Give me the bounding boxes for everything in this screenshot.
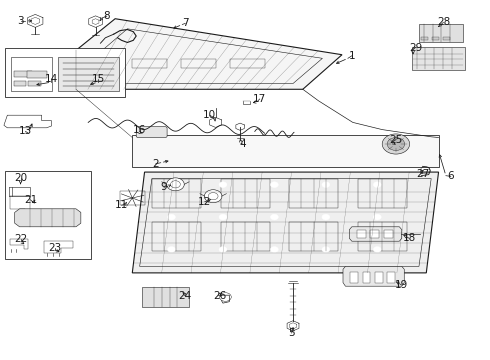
Circle shape bbox=[270, 214, 278, 220]
Text: 4: 4 bbox=[239, 139, 246, 149]
Polygon shape bbox=[15, 209, 81, 227]
Bar bbox=[14, 71, 32, 77]
Text: 1: 1 bbox=[348, 51, 355, 61]
Polygon shape bbox=[343, 266, 404, 286]
Circle shape bbox=[373, 247, 381, 252]
Bar bbox=[375, 272, 383, 283]
Circle shape bbox=[373, 182, 381, 188]
Text: 3: 3 bbox=[17, 16, 24, 26]
Text: 28: 28 bbox=[437, 17, 450, 27]
Text: 6: 6 bbox=[447, 171, 454, 181]
Circle shape bbox=[322, 214, 330, 220]
Circle shape bbox=[270, 182, 278, 188]
Text: 9: 9 bbox=[161, 182, 168, 192]
Bar bbox=[412, 47, 465, 70]
Text: 5: 5 bbox=[288, 328, 295, 338]
Circle shape bbox=[168, 247, 175, 252]
Text: 17: 17 bbox=[253, 94, 267, 104]
Bar bbox=[230, 59, 265, 68]
Bar bbox=[363, 272, 370, 283]
Bar bbox=[142, 287, 189, 307]
Text: 7: 7 bbox=[182, 18, 189, 28]
Circle shape bbox=[387, 138, 405, 150]
Bar bbox=[387, 272, 395, 283]
Circle shape bbox=[204, 190, 222, 203]
Circle shape bbox=[219, 182, 227, 188]
Bar bbox=[357, 230, 366, 238]
Text: 8: 8 bbox=[103, 11, 110, 21]
Text: 27: 27 bbox=[416, 168, 429, 179]
Text: 20: 20 bbox=[14, 173, 27, 183]
Text: 26: 26 bbox=[213, 291, 226, 301]
Text: 12: 12 bbox=[198, 197, 212, 207]
Bar bbox=[132, 59, 167, 68]
Bar bbox=[11, 57, 52, 91]
Bar bbox=[120, 191, 145, 205]
Bar bbox=[443, 37, 450, 40]
Bar bbox=[220, 179, 270, 208]
Text: 29: 29 bbox=[409, 42, 422, 53]
Circle shape bbox=[382, 134, 410, 154]
Text: 14: 14 bbox=[45, 74, 58, 84]
Bar bbox=[370, 230, 379, 238]
Text: 21: 21 bbox=[24, 195, 37, 205]
Polygon shape bbox=[132, 172, 439, 273]
Text: 13: 13 bbox=[19, 126, 32, 136]
Bar bbox=[5, 48, 125, 97]
Bar bbox=[419, 24, 463, 42]
Bar bbox=[421, 37, 428, 40]
Circle shape bbox=[270, 247, 278, 252]
Polygon shape bbox=[132, 135, 439, 167]
Text: 19: 19 bbox=[395, 280, 409, 290]
Bar bbox=[358, 179, 407, 208]
Circle shape bbox=[219, 247, 227, 252]
Bar bbox=[152, 222, 201, 251]
Circle shape bbox=[168, 182, 175, 188]
Bar bbox=[220, 222, 270, 251]
Bar bbox=[289, 222, 338, 251]
Text: 23: 23 bbox=[48, 243, 62, 253]
Text: 11: 11 bbox=[115, 200, 128, 210]
Bar bbox=[28, 81, 41, 86]
Text: 18: 18 bbox=[402, 233, 416, 243]
Bar bbox=[14, 81, 26, 86]
Text: 15: 15 bbox=[91, 74, 105, 84]
Bar bbox=[152, 179, 201, 208]
Bar bbox=[181, 59, 216, 68]
Bar bbox=[58, 57, 119, 91]
Bar bbox=[5, 171, 91, 259]
Bar bbox=[384, 230, 393, 238]
Circle shape bbox=[322, 247, 330, 252]
FancyBboxPatch shape bbox=[136, 127, 167, 138]
Text: 2: 2 bbox=[152, 159, 159, 169]
Text: 10: 10 bbox=[203, 110, 216, 120]
Circle shape bbox=[168, 214, 175, 220]
Bar bbox=[27, 71, 47, 78]
Circle shape bbox=[322, 182, 330, 188]
Bar bbox=[432, 37, 439, 40]
Bar bbox=[350, 272, 358, 283]
Text: 22: 22 bbox=[14, 234, 27, 244]
Bar bbox=[289, 179, 338, 208]
Polygon shape bbox=[76, 19, 342, 89]
Text: 24: 24 bbox=[178, 291, 192, 301]
Bar bbox=[358, 222, 407, 251]
Circle shape bbox=[219, 214, 227, 220]
Text: 25: 25 bbox=[389, 135, 403, 145]
Polygon shape bbox=[349, 227, 402, 241]
Text: 16: 16 bbox=[133, 125, 147, 135]
Circle shape bbox=[373, 214, 381, 220]
Circle shape bbox=[167, 178, 184, 191]
